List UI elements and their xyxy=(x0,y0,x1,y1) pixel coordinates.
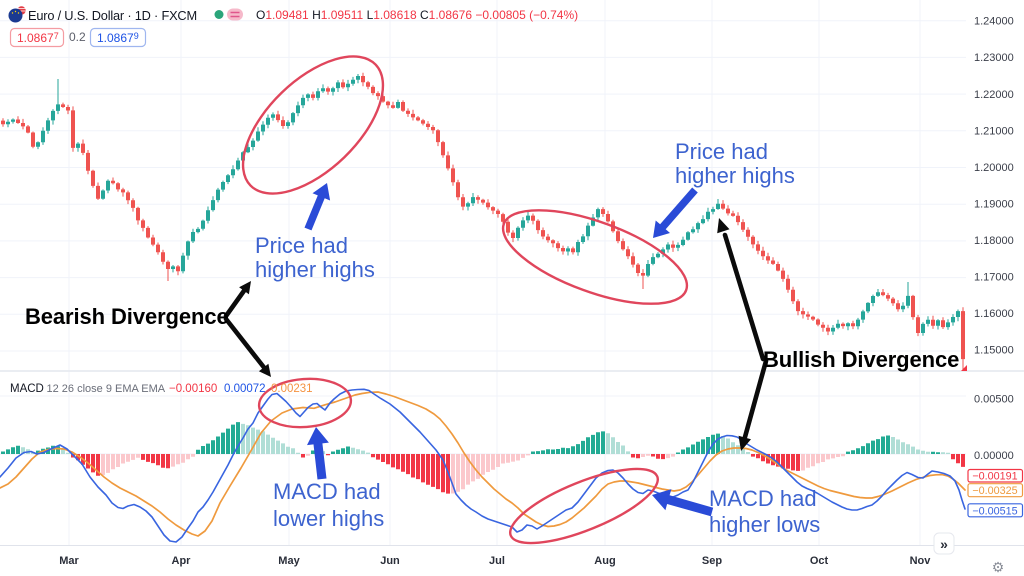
svg-text:higher lows: higher lows xyxy=(709,512,820,537)
svg-text:»: » xyxy=(940,536,948,552)
svg-text:1.08677: 1.08677 xyxy=(17,31,59,45)
svg-text:lower highs: lower highs xyxy=(273,506,384,531)
svg-text:Nov: Nov xyxy=(910,555,932,567)
svg-text:1.20000: 1.20000 xyxy=(974,162,1014,174)
svg-text:12 26 close 9 EMA EMA: 12 26 close 9 EMA EMA xyxy=(47,383,166,395)
svg-text:May: May xyxy=(278,555,300,567)
svg-text:1.08679: 1.08679 xyxy=(97,31,139,45)
svg-text:Bearish Divergence: Bearish Divergence xyxy=(25,304,229,329)
svg-text:Euro / U.S. Dollar · 1D · FXCM: Euro / U.S. Dollar · 1D · FXCM xyxy=(28,8,197,23)
svg-text:1.17000: 1.17000 xyxy=(974,271,1014,283)
svg-text:1.15000: 1.15000 xyxy=(974,345,1014,357)
svg-text:1.16000: 1.16000 xyxy=(974,308,1014,320)
svg-text:higher highs: higher highs xyxy=(675,163,795,188)
svg-text:MACD: MACD xyxy=(10,383,44,395)
svg-text:0.00000: 0.00000 xyxy=(974,450,1014,462)
svg-text:1.19000: 1.19000 xyxy=(974,198,1014,210)
svg-text:−0.00515: −0.00515 xyxy=(972,505,1017,517)
svg-text:O1.09481 H1.09511 L1.08618 C1.: O1.09481 H1.09511 L1.08618 C1.08676 −0.0… xyxy=(256,8,578,22)
svg-text:⚙: ⚙ xyxy=(992,559,1005,575)
svg-text:Jun: Jun xyxy=(380,555,400,567)
svg-text:Apr: Apr xyxy=(172,555,192,567)
svg-text:0.00500: 0.00500 xyxy=(974,394,1014,406)
svg-text:Sep: Sep xyxy=(702,555,722,567)
svg-text:MACD had: MACD had xyxy=(709,486,817,511)
svg-text:1.22000: 1.22000 xyxy=(974,89,1014,101)
svg-text:−0.00160: −0.00160 xyxy=(169,383,217,395)
svg-text:Bullish Divergence: Bullish Divergence xyxy=(763,347,959,372)
svg-text:0.2: 0.2 xyxy=(69,30,86,44)
svg-text:0.00231: 0.00231 xyxy=(271,383,313,395)
svg-text:1.24000: 1.24000 xyxy=(974,16,1014,28)
svg-text:Price had: Price had xyxy=(675,139,768,164)
svg-text:0.00072: 0.00072 xyxy=(224,383,266,395)
svg-text:−0.00325: −0.00325 xyxy=(972,485,1017,497)
svg-text:Mar: Mar xyxy=(59,555,79,567)
svg-text:1.21000: 1.21000 xyxy=(974,125,1014,137)
svg-text:−0.00191: −0.00191 xyxy=(972,471,1017,483)
svg-text:Aug: Aug xyxy=(594,555,615,567)
svg-text:Oct: Oct xyxy=(810,555,829,567)
svg-text:Jul: Jul xyxy=(489,555,505,567)
svg-text:Price had: Price had xyxy=(255,233,348,258)
svg-text:1.18000: 1.18000 xyxy=(974,235,1014,247)
svg-text:MACD had: MACD had xyxy=(273,479,381,504)
svg-text:higher highs: higher highs xyxy=(255,257,375,282)
svg-text:1.23000: 1.23000 xyxy=(974,52,1014,64)
